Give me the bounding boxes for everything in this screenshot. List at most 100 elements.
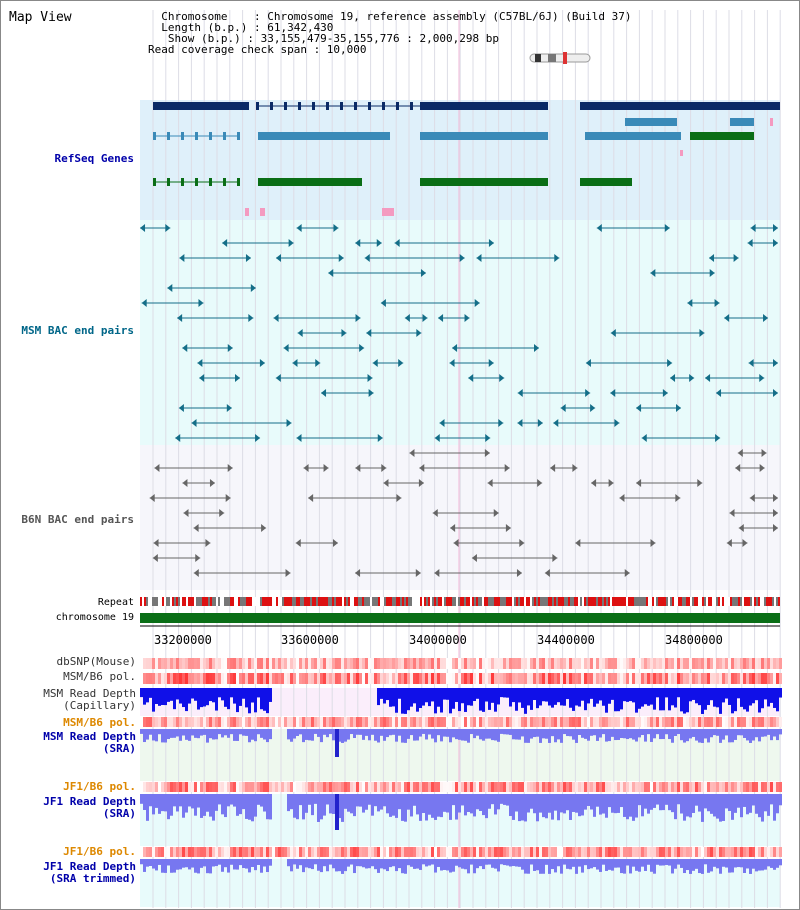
depth-bar	[431, 729, 434, 739]
bac-end-mark	[697, 479, 703, 487]
depth-bar	[170, 729, 173, 738]
repeat-mark	[274, 597, 276, 606]
gene-exon	[665, 132, 669, 140]
heat-cell	[506, 847, 509, 857]
heat-cell	[779, 782, 782, 792]
track-label-msm-b6-pol-sra[interactable]: MSM/B6 pol.	[63, 716, 136, 729]
depth-bar	[182, 688, 185, 708]
depth-bar	[596, 794, 599, 807]
depth-bar	[590, 794, 593, 810]
heat-cell	[236, 717, 239, 727]
depth-bar	[653, 688, 656, 710]
gene-exon	[677, 132, 681, 140]
heat-cell	[584, 658, 587, 669]
depth-bar	[536, 729, 539, 737]
length-line: Length (b.p.) : 61,342,430	[148, 21, 334, 34]
gene-exon	[241, 102, 245, 110]
track-label-jf1-read-depth-sra[interactable]: JF1 Read Depth (SRA)	[43, 795, 136, 820]
track-label-jf1-read-depth-trimmed[interactable]: JF1 Read Depth (SRA trimmed)	[43, 860, 136, 885]
bac-end-mark	[453, 539, 459, 547]
heat-cell	[377, 717, 380, 727]
bac-end-mark	[641, 434, 647, 442]
heat-cell	[425, 782, 428, 792]
heat-cell	[302, 673, 305, 684]
heat-cell	[287, 673, 290, 684]
gene-exon	[209, 132, 212, 140]
heat-cell	[224, 658, 227, 669]
heat-cell	[449, 847, 452, 857]
bac-end-mark	[141, 299, 147, 307]
bac-end-mark	[619, 494, 625, 502]
heat-cell	[413, 847, 416, 857]
heat-cell	[770, 717, 773, 727]
depth-bar	[440, 859, 443, 871]
heat-cell	[311, 658, 314, 669]
depth-bar	[155, 859, 158, 871]
repeat-mark	[162, 597, 164, 606]
heat-cell	[779, 847, 782, 857]
track-label-b6n-bac[interactable]: B6N BAC end pairs	[21, 513, 134, 526]
heat-cell	[575, 847, 578, 857]
heat-cell	[533, 717, 536, 727]
heat-cell	[305, 847, 308, 857]
heat-cell	[458, 782, 461, 792]
heat-cell	[419, 717, 422, 727]
gene-exon	[488, 178, 492, 186]
gene-exon	[524, 132, 528, 140]
bac-end-mark	[323, 464, 329, 472]
repeat-mark	[718, 597, 720, 606]
bac-end-mark	[438, 314, 444, 322]
track-label-msm-read-depth-capillary[interactable]: MSM Read Depth (Capillary)	[43, 687, 136, 712]
depth-bar	[218, 859, 221, 865]
heat-cell	[674, 717, 677, 727]
track-label-msm-read-depth-sra[interactable]: MSM Read Depth (SRA)	[43, 730, 136, 755]
depth-bar	[269, 729, 272, 740]
gene-exon	[310, 178, 314, 186]
heat-cell	[224, 673, 227, 684]
depth-bar	[374, 794, 377, 807]
heat-cell	[683, 658, 686, 669]
depth-bar	[383, 859, 386, 870]
bac-end-mark	[773, 524, 778, 532]
depth-bar	[449, 794, 452, 820]
gene-exon	[322, 178, 326, 186]
heat-cell	[317, 673, 320, 684]
gene-exon	[484, 102, 488, 110]
track-label-msm-bac[interactable]: MSM BAC end pairs	[21, 324, 134, 337]
repeat-mark	[410, 597, 412, 606]
track-label-jf1-b6-pol-2[interactable]: JF1/B6 pol.	[63, 845, 136, 858]
repeat-mark	[688, 597, 690, 606]
bac-end-mark	[225, 494, 231, 502]
heat-cell	[143, 847, 146, 857]
depth-bar	[401, 859, 404, 874]
track-label-jf1-b6-pol[interactable]: JF1/B6 pol.	[63, 780, 136, 793]
track-label-msm-b6-pol[interactable]: MSM/B6 pol.	[63, 670, 136, 683]
bac-end-mark	[418, 479, 424, 487]
heat-cell	[326, 673, 329, 684]
track-label-refseq[interactable]: RefSeq Genes	[54, 152, 134, 165]
heat-cell	[476, 658, 479, 669]
heat-cell	[284, 673, 287, 684]
heat-cell	[224, 717, 227, 727]
heat-cell	[764, 847, 767, 857]
heat-cell	[482, 658, 485, 669]
bac-end-mark	[650, 269, 656, 277]
depth-bar	[695, 794, 698, 806]
repeat-mark	[556, 597, 558, 606]
gene-exon	[704, 102, 708, 110]
heat-cell	[557, 782, 560, 792]
heat-cell	[356, 847, 359, 857]
repeat-mark	[658, 597, 660, 606]
heat-cell	[707, 782, 710, 792]
repeat-mark	[468, 597, 470, 606]
bac-end-mark	[178, 404, 184, 412]
track-label-dbsnp[interactable]: dbSNP(Mouse)	[56, 655, 136, 668]
heat-cell	[233, 782, 236, 792]
heat-cell	[434, 847, 437, 857]
depth-bar	[623, 688, 626, 702]
depth-bar	[443, 729, 446, 737]
repeat-mark	[294, 597, 296, 606]
heat-cell	[449, 673, 452, 684]
depth-bar	[620, 794, 623, 808]
